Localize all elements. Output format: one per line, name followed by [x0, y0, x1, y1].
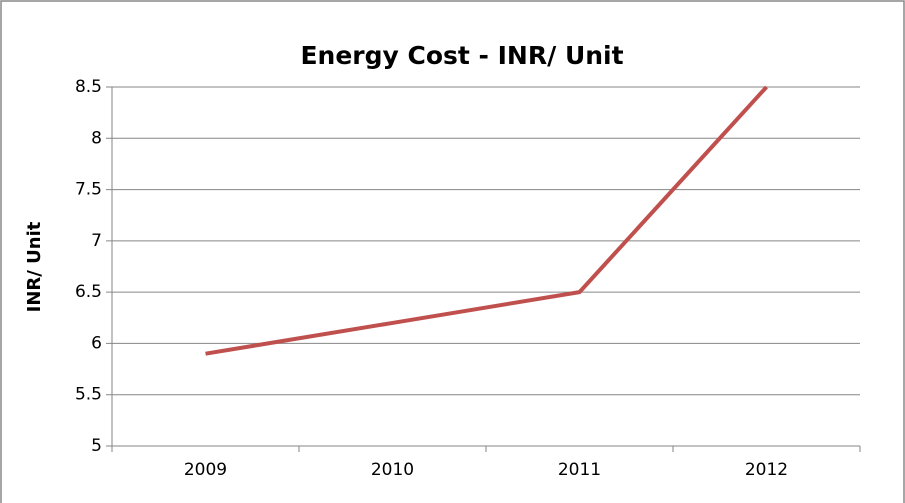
- y-axis-label: INR/ Unit: [24, 221, 45, 312]
- y-tick-label: 8.5: [75, 77, 102, 97]
- y-tick-label: 5: [91, 436, 102, 456]
- y-tick-label: 6.5: [75, 282, 102, 302]
- y-tick-label: 8: [91, 128, 102, 148]
- y-tick-label: 6: [91, 333, 102, 353]
- y-tick-label: 7: [91, 231, 102, 251]
- x-tick-label: 2011: [558, 460, 601, 480]
- x-tick-label: 2010: [371, 460, 414, 480]
- data-line: [205, 85, 768, 356]
- x-tick-label: 2009: [184, 460, 227, 480]
- x-tick-label: 2012: [745, 460, 788, 480]
- y-tick-label: 5.5: [75, 385, 102, 405]
- y-tick-label: 7.5: [75, 180, 102, 200]
- chart-title: Energy Cost - INR/ Unit: [300, 41, 623, 70]
